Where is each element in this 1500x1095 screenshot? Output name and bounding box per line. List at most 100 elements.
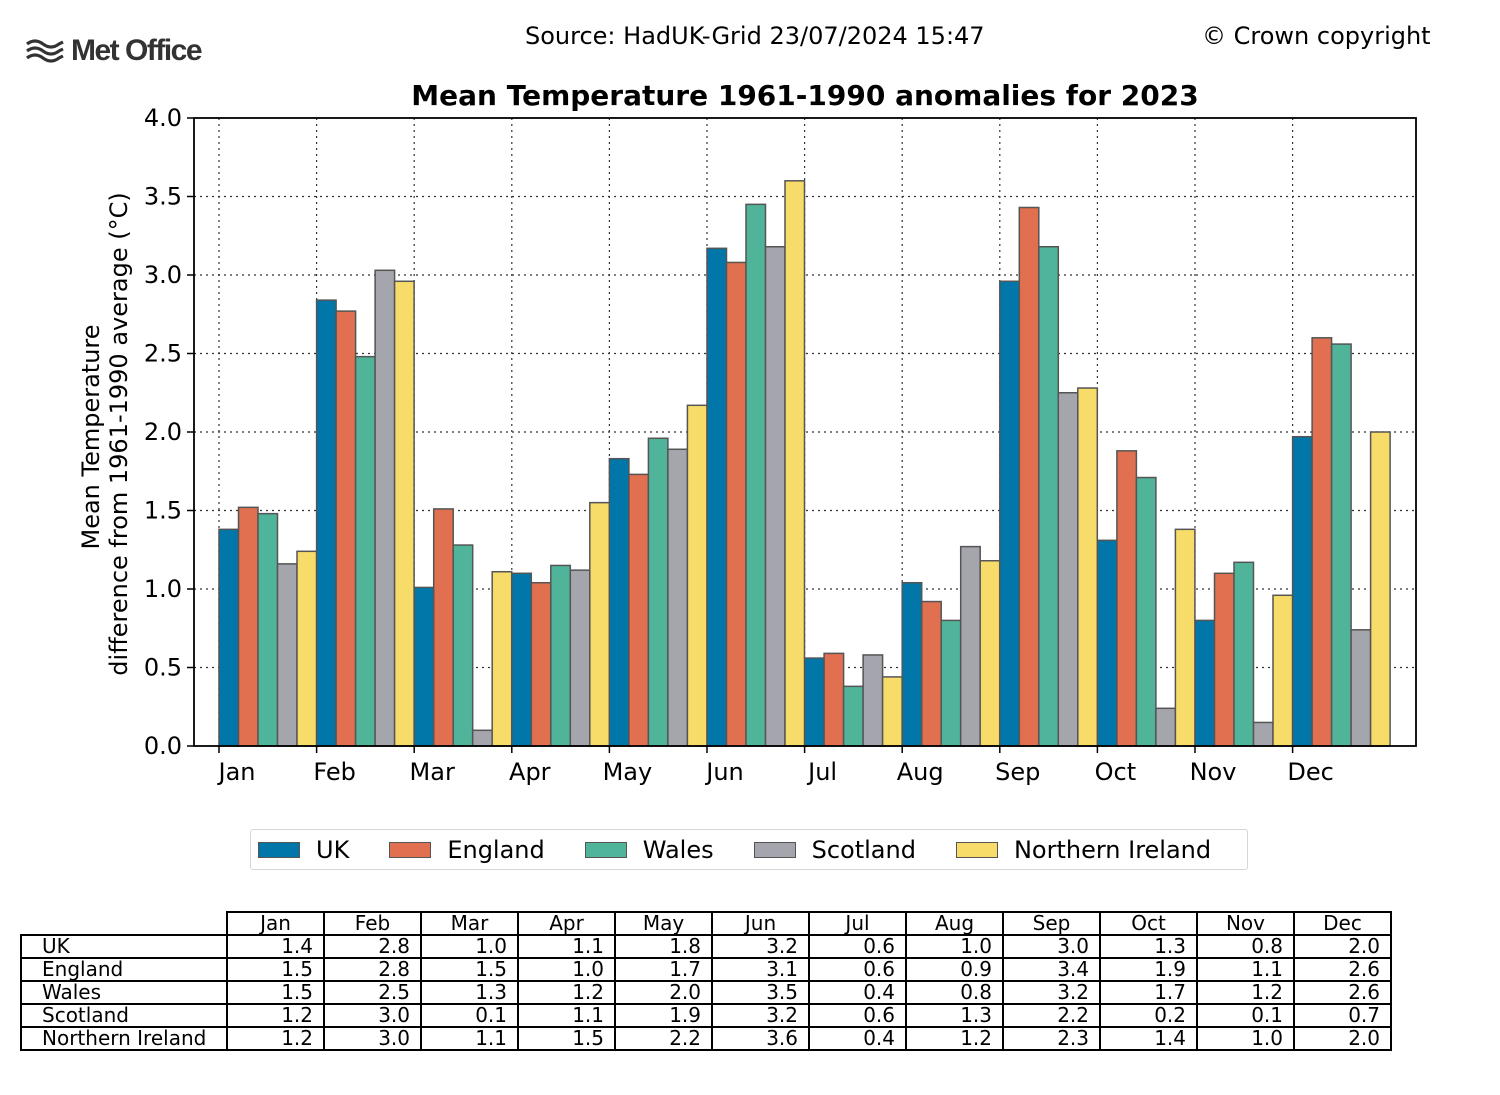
legend-swatch-northern-ireland xyxy=(955,841,998,858)
table-header-row: Jan Feb Mar Apr May Jun Jul Aug Sep Oct Nov Dec xyxy=(21,911,1392,936)
y-axis-ticks: 0.0 0.5 1.0 1.5 2.0 2.5 3.0 3.5 4.0 xyxy=(144,104,194,760)
y-tick-label: 1.0 xyxy=(144,575,182,603)
bar xyxy=(1194,619,1216,747)
legend-swatch-wales xyxy=(584,841,627,858)
x-tick-label: May xyxy=(603,758,653,786)
bar xyxy=(842,685,864,747)
table-cell: 3.2 xyxy=(1002,980,1101,1005)
bar xyxy=(511,572,533,747)
y-tick-label: 3.0 xyxy=(144,261,182,289)
bar xyxy=(374,269,396,747)
legend-swatch-uk xyxy=(258,841,300,858)
table-cell: 0.1 xyxy=(1196,1003,1295,1028)
y-tick-label: 2.5 xyxy=(144,340,182,368)
table-column-header: Mar xyxy=(420,911,519,936)
bar xyxy=(628,473,650,747)
x-tick-label: Mar xyxy=(410,758,455,786)
bar xyxy=(432,508,454,747)
bar xyxy=(667,448,689,747)
bar xyxy=(1077,387,1099,747)
table-cell: 3.4 xyxy=(1002,957,1101,982)
bar xyxy=(413,586,435,747)
table-row: Northern Ireland 1.2 3.0 1.1 1.5 2.2 3.6 0.4 1.2… xyxy=(20,1026,1392,1051)
table-cell: 1.3 xyxy=(1099,934,1198,959)
bar xyxy=(315,299,337,747)
table-column-header: Dec xyxy=(1293,911,1392,936)
y-tick-label: 0.5 xyxy=(144,654,182,682)
bar xyxy=(550,564,572,747)
bar xyxy=(920,600,942,747)
bar xyxy=(823,652,845,747)
legend-item: England xyxy=(389,835,545,864)
bar xyxy=(1369,431,1391,747)
legend-item: Wales xyxy=(584,835,714,864)
x-tick-label: Nov xyxy=(1190,758,1237,786)
bar xyxy=(530,581,552,747)
bar xyxy=(901,581,923,747)
bar xyxy=(1233,561,1255,747)
table-cell: 2.0 xyxy=(1293,1026,1392,1051)
table-cell: 1.2 xyxy=(226,1003,325,1028)
table-column-header: Nov xyxy=(1196,911,1295,936)
table-cell: 1.0 xyxy=(420,934,519,959)
bar xyxy=(1311,337,1333,747)
table-row-label: UK xyxy=(20,934,228,959)
bar xyxy=(745,203,767,747)
bar xyxy=(1350,629,1372,747)
bar xyxy=(803,657,825,747)
table-cell: 2.3 xyxy=(1002,1026,1101,1051)
table-cell: 3.1 xyxy=(711,957,810,982)
bar xyxy=(1057,392,1079,747)
table-cell: 0.6 xyxy=(808,1003,907,1028)
table-cell: 2.5 xyxy=(323,980,422,1005)
table-cell: 1.5 xyxy=(420,957,519,982)
legend-label-wales: Wales xyxy=(642,835,714,864)
legend-label-scotland: Scotland xyxy=(811,835,916,864)
legend: UK England Wales Scotland Northern Irela… xyxy=(250,829,1248,870)
bar xyxy=(706,247,728,747)
x-tick-label: Apr xyxy=(509,758,551,786)
bar xyxy=(354,355,376,747)
x-tick-label: Jan xyxy=(217,758,256,786)
table-cell: 1.7 xyxy=(614,957,713,982)
bar xyxy=(589,501,611,747)
table-row: England 1.5 2.8 1.5 1.0 1.7 3.1 0.6 0.9 3.4 1.9 1.1… xyxy=(20,957,1392,982)
table-cell: 0.1 xyxy=(420,1003,519,1028)
table-cell: 1.0 xyxy=(1196,1026,1295,1051)
bar xyxy=(608,457,630,747)
table-cell: 3.5 xyxy=(711,980,810,1005)
bar xyxy=(569,569,591,747)
table-column-header: Aug xyxy=(905,911,1004,936)
table-column-header: Feb xyxy=(323,911,422,936)
table-cell: 1.4 xyxy=(1099,1026,1198,1051)
x-tick-label: Jun xyxy=(704,758,744,786)
table-cell: 2.6 xyxy=(1293,980,1392,1005)
bar xyxy=(296,550,318,747)
x-tick-label: Sep xyxy=(995,758,1040,786)
table-cell: 0.9 xyxy=(905,957,1004,982)
y-tick-label: 4.0 xyxy=(144,104,182,132)
met-office-logo: Met Office xyxy=(25,34,203,68)
table-corner xyxy=(21,912,228,936)
bar xyxy=(1135,476,1157,747)
bar xyxy=(862,654,884,747)
bar xyxy=(1038,245,1060,747)
bar xyxy=(491,570,513,747)
chart-title: Mean Temperature 1961-1990 anomalies for… xyxy=(411,79,1198,112)
table-column-header: Apr xyxy=(517,911,616,936)
table-column-header: Jul xyxy=(808,911,907,936)
table-cell: 3.2 xyxy=(711,934,810,959)
table-row-label: Wales xyxy=(20,980,228,1005)
table-cell: 1.1 xyxy=(1196,957,1295,982)
table-cell: 2.2 xyxy=(1002,1003,1101,1028)
bar xyxy=(276,563,298,747)
bar xyxy=(1096,539,1118,747)
table-cell: 1.5 xyxy=(226,957,325,982)
bar xyxy=(1330,343,1352,747)
table-column-header: Jan xyxy=(226,911,325,936)
table-column-header: May xyxy=(614,911,713,936)
legend-label-england: England xyxy=(447,835,545,864)
table-cell: 2.2 xyxy=(614,1026,713,1051)
table-cell: 0.6 xyxy=(808,957,907,982)
table-row-label: England xyxy=(20,957,228,982)
